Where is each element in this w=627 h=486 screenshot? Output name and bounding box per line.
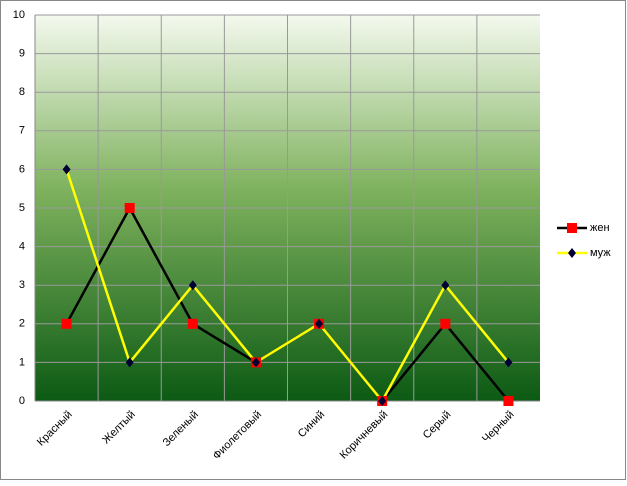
marker — [188, 280, 197, 291]
y-tick-label: 2 — [19, 318, 25, 330]
y-tick-label: 10 — [13, 9, 25, 21]
marker — [378, 396, 387, 406]
marker — [61, 318, 72, 329]
y-tick-label: 9 — [19, 48, 25, 60]
y-tick-label: 7 — [19, 125, 25, 137]
y-tick-label: 8 — [19, 86, 25, 98]
marker — [125, 357, 134, 368]
y-tick-label: 3 — [19, 279, 25, 291]
marker — [62, 164, 71, 175]
marker — [503, 396, 514, 406]
marker — [567, 223, 577, 233]
legend-label: жен — [590, 222, 610, 234]
marker — [315, 318, 324, 329]
marker — [504, 357, 513, 368]
y-tick-label: 5 — [19, 202, 25, 214]
marker — [124, 203, 135, 213]
marker — [440, 318, 451, 329]
y-tick-label: 1 — [19, 356, 25, 368]
legend-label: муж — [590, 247, 611, 259]
marker — [568, 248, 576, 258]
y-tick-label: 6 — [19, 163, 25, 175]
series-line — [65, 169, 510, 404]
marker — [251, 357, 260, 368]
marker — [187, 318, 198, 329]
y-tick-label: 4 — [19, 241, 25, 253]
marker — [441, 280, 450, 291]
y-tick-label: 0 — [19, 395, 25, 407]
